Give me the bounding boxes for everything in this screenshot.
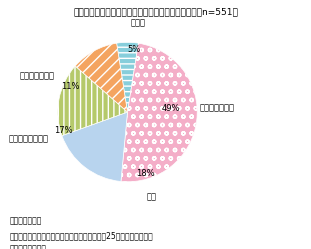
Text: 資料）北海道体験移住「ちょっと暮らし」平成25年度実績より国土: 資料）北海道体験移住「ちょっと暮らし」平成25年度実績より国土 [9,232,153,241]
Wedge shape [58,66,128,136]
Text: 交通省作成: 交通省作成 [9,244,46,249]
Text: 18%: 18% [136,169,154,178]
Text: 二地域居住地探し: 二地域居住地探し [8,134,49,143]
Wedge shape [117,42,138,112]
Text: 移住候補地探し: 移住候補地探し [19,71,54,80]
Wedge shape [121,43,197,182]
Text: その他: その他 [131,18,146,27]
Text: （注）複数回答: （注）複数回答 [9,217,42,226]
Text: 49%: 49% [161,104,180,113]
Wedge shape [62,112,128,182]
Text: シーズンステイ: シーズンステイ [199,103,234,112]
Text: 観光: 観光 [147,193,157,202]
Text: 11%: 11% [61,82,80,91]
Text: 今回の「ちょっと暮らし」の利用目的は何ですか。（n=551）: 今回の「ちょっと暮らし」の利用目的は何ですか。（n=551） [73,7,238,16]
Text: 5%: 5% [128,45,141,54]
Text: 17%: 17% [54,126,73,135]
Wedge shape [75,43,128,112]
